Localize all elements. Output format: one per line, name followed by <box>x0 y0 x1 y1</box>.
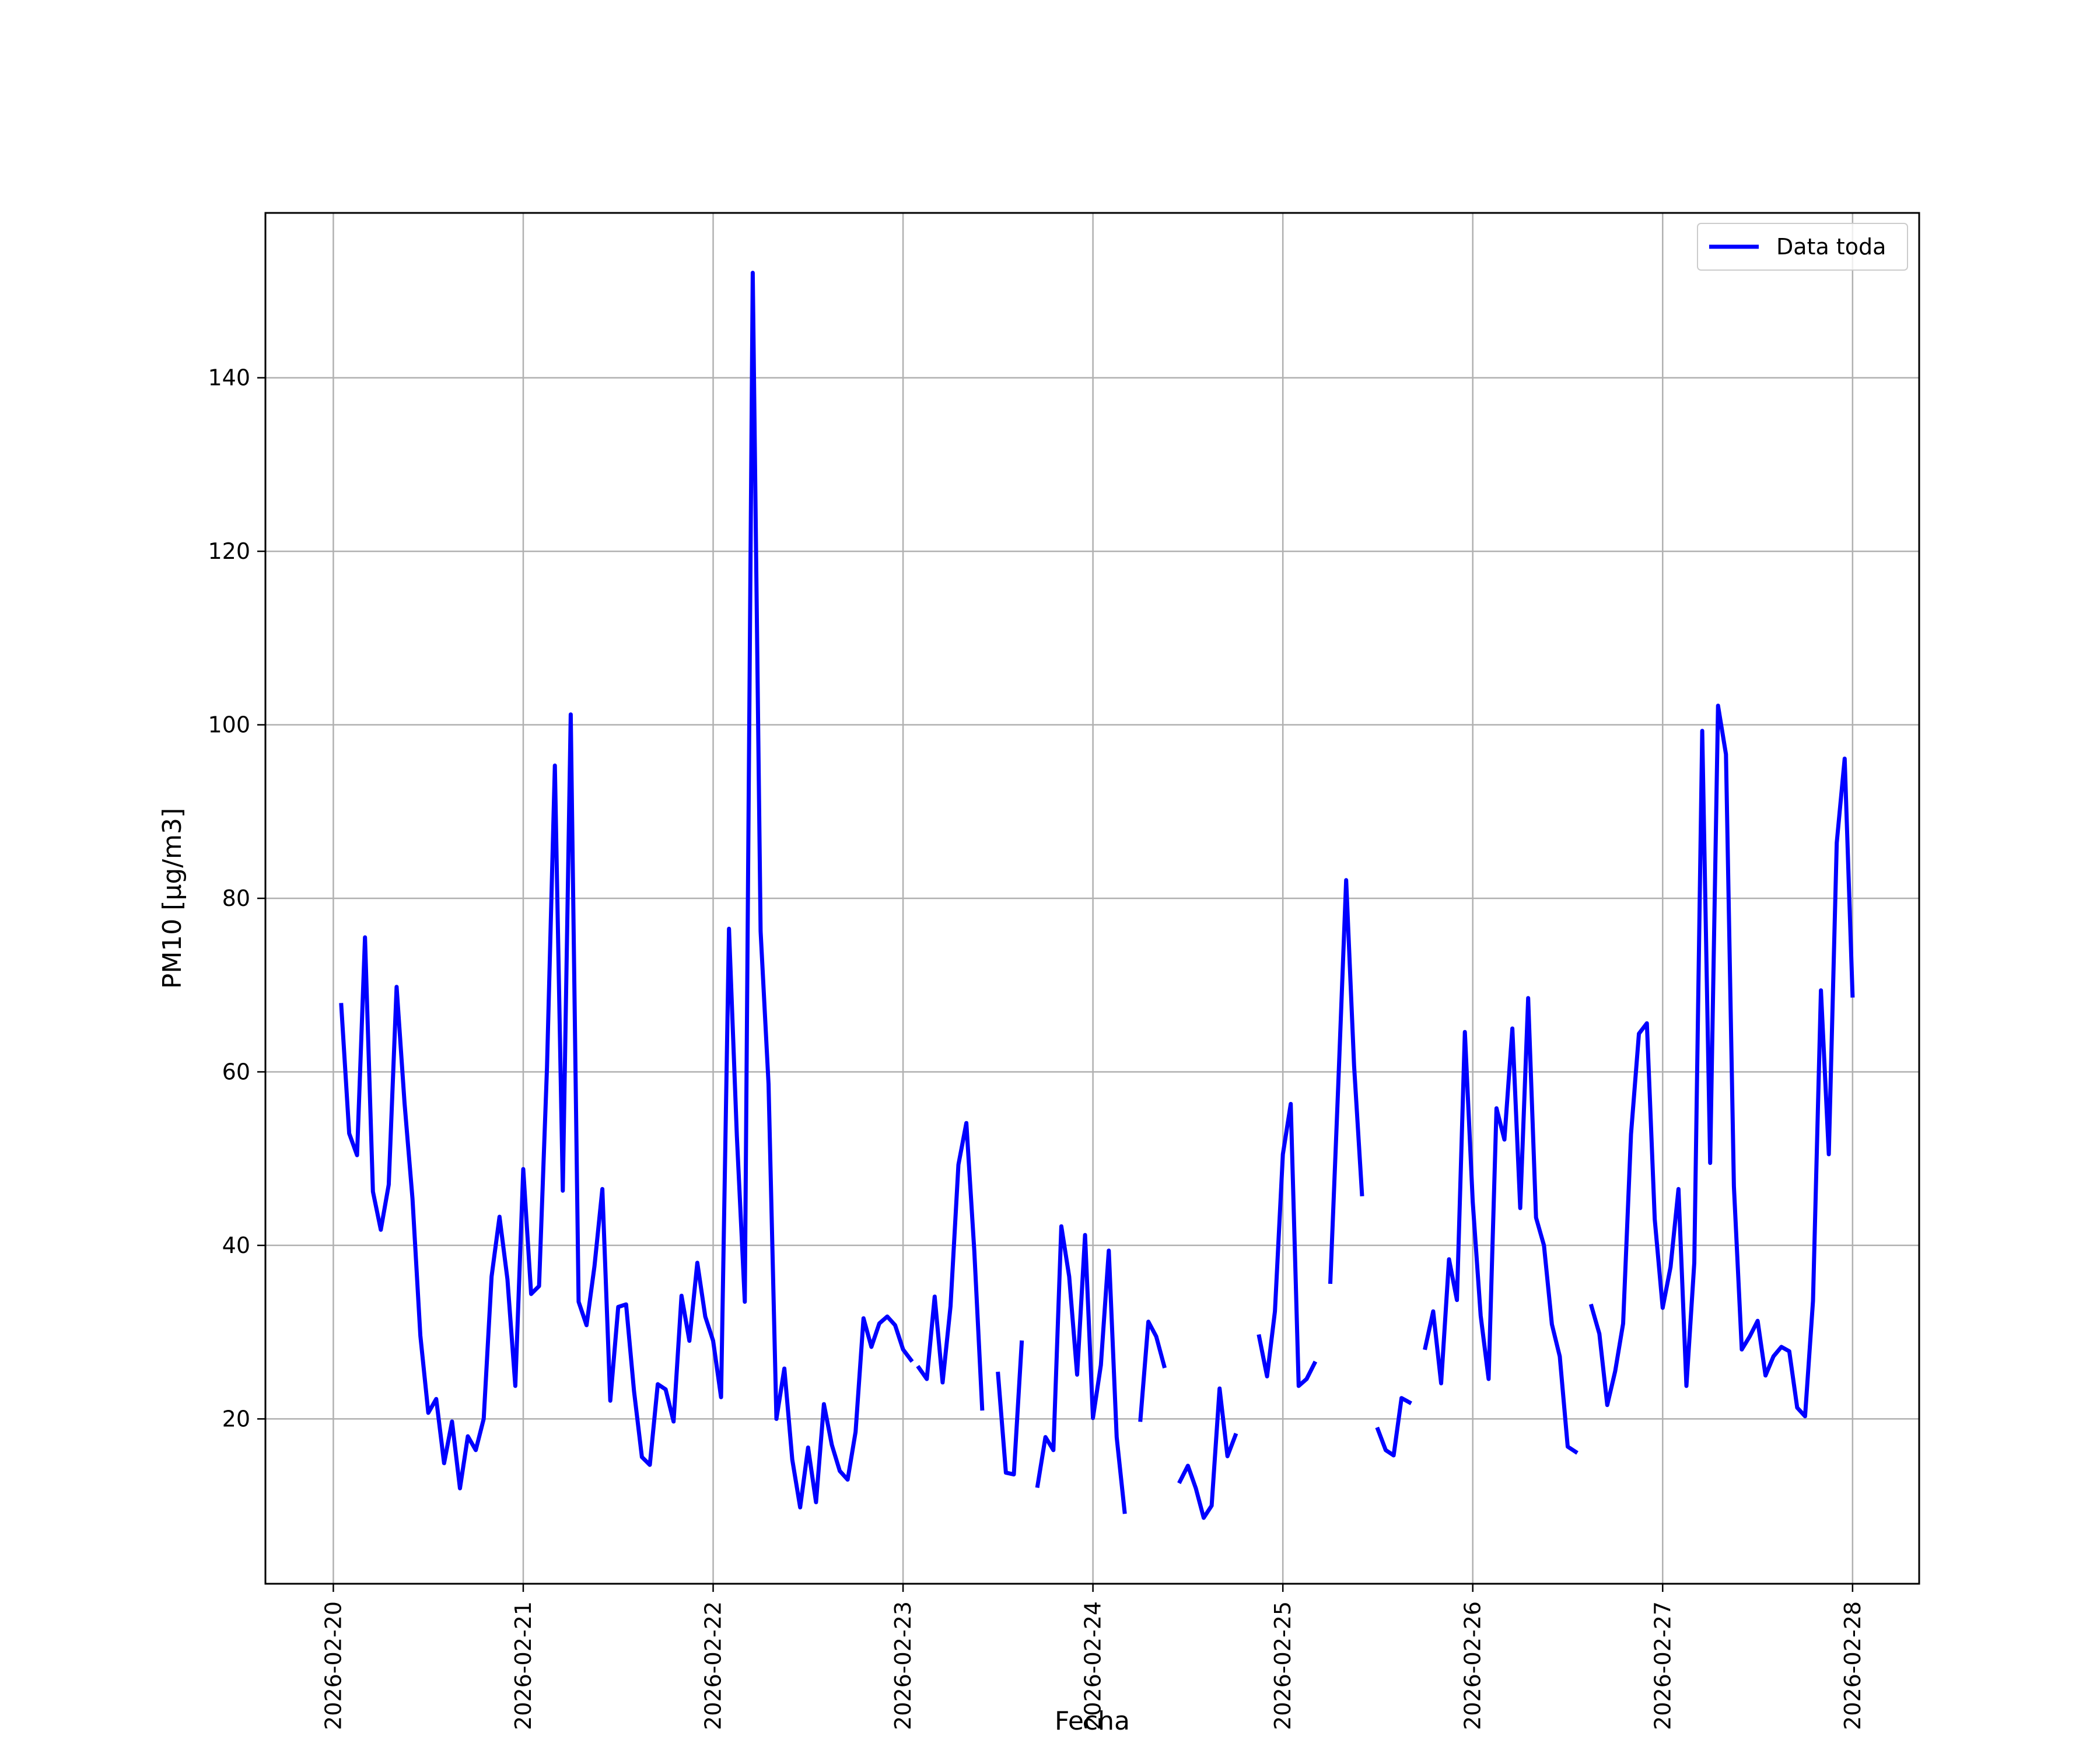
y-tick-label: 80 <box>222 886 250 911</box>
x-tick-label: 2026-02-25 <box>1270 1601 1296 1730</box>
legend: Data toda <box>1697 223 1908 271</box>
series-line-data-toda <box>916 1121 985 1411</box>
x-tick-label: 2026-02-26 <box>1460 1601 1486 1730</box>
y-tick-label: 20 <box>222 1406 250 1432</box>
series-line-data-toda <box>1423 996 1578 1455</box>
series-line-data-toda <box>1177 1386 1238 1520</box>
x-tick-label: 2026-02-24 <box>1080 1601 1106 1730</box>
y-tick-label: 120 <box>208 538 250 564</box>
series-line-data-toda <box>1588 704 1855 1419</box>
x-axis-label: Fecha <box>1055 1706 1130 1736</box>
y-tick-label: 100 <box>208 712 250 738</box>
axis-ticks: 2026-02-20 2026-02-21 2026-02-22 2026-02-23… <box>208 365 1865 1730</box>
series-line-data-toda <box>1328 878 1364 1284</box>
series-line-data-toda <box>1138 1320 1167 1422</box>
x-tick-label: 2026-02-28 <box>1840 1601 1866 1730</box>
legend-label-data-toda: Data toda <box>1776 234 1886 260</box>
y-tick-label: 40 <box>222 1233 250 1258</box>
series-line-data-toda <box>339 271 914 1510</box>
x-tick-label: 2026-02-27 <box>1650 1601 1675 1730</box>
series-line-data-toda <box>1375 1396 1412 1458</box>
x-tick-label: 2026-02-22 <box>701 1601 726 1730</box>
y-tick-label: 60 <box>222 1059 250 1084</box>
x-tick-label: 2026-02-23 <box>890 1601 916 1730</box>
legend-box <box>1697 223 1908 271</box>
y-axis-label: PM10 [μg/m3] <box>158 808 187 989</box>
series-line-data-toda <box>1256 1102 1318 1388</box>
y-tick-label: 140 <box>208 365 250 391</box>
series-line-data-toda <box>996 1340 1024 1477</box>
x-tick-label: 2026-02-21 <box>510 1601 536 1730</box>
series-line-data-toda <box>1035 1224 1127 1514</box>
x-tick-label: 2026-02-20 <box>320 1601 346 1730</box>
data-series <box>339 271 1855 1520</box>
